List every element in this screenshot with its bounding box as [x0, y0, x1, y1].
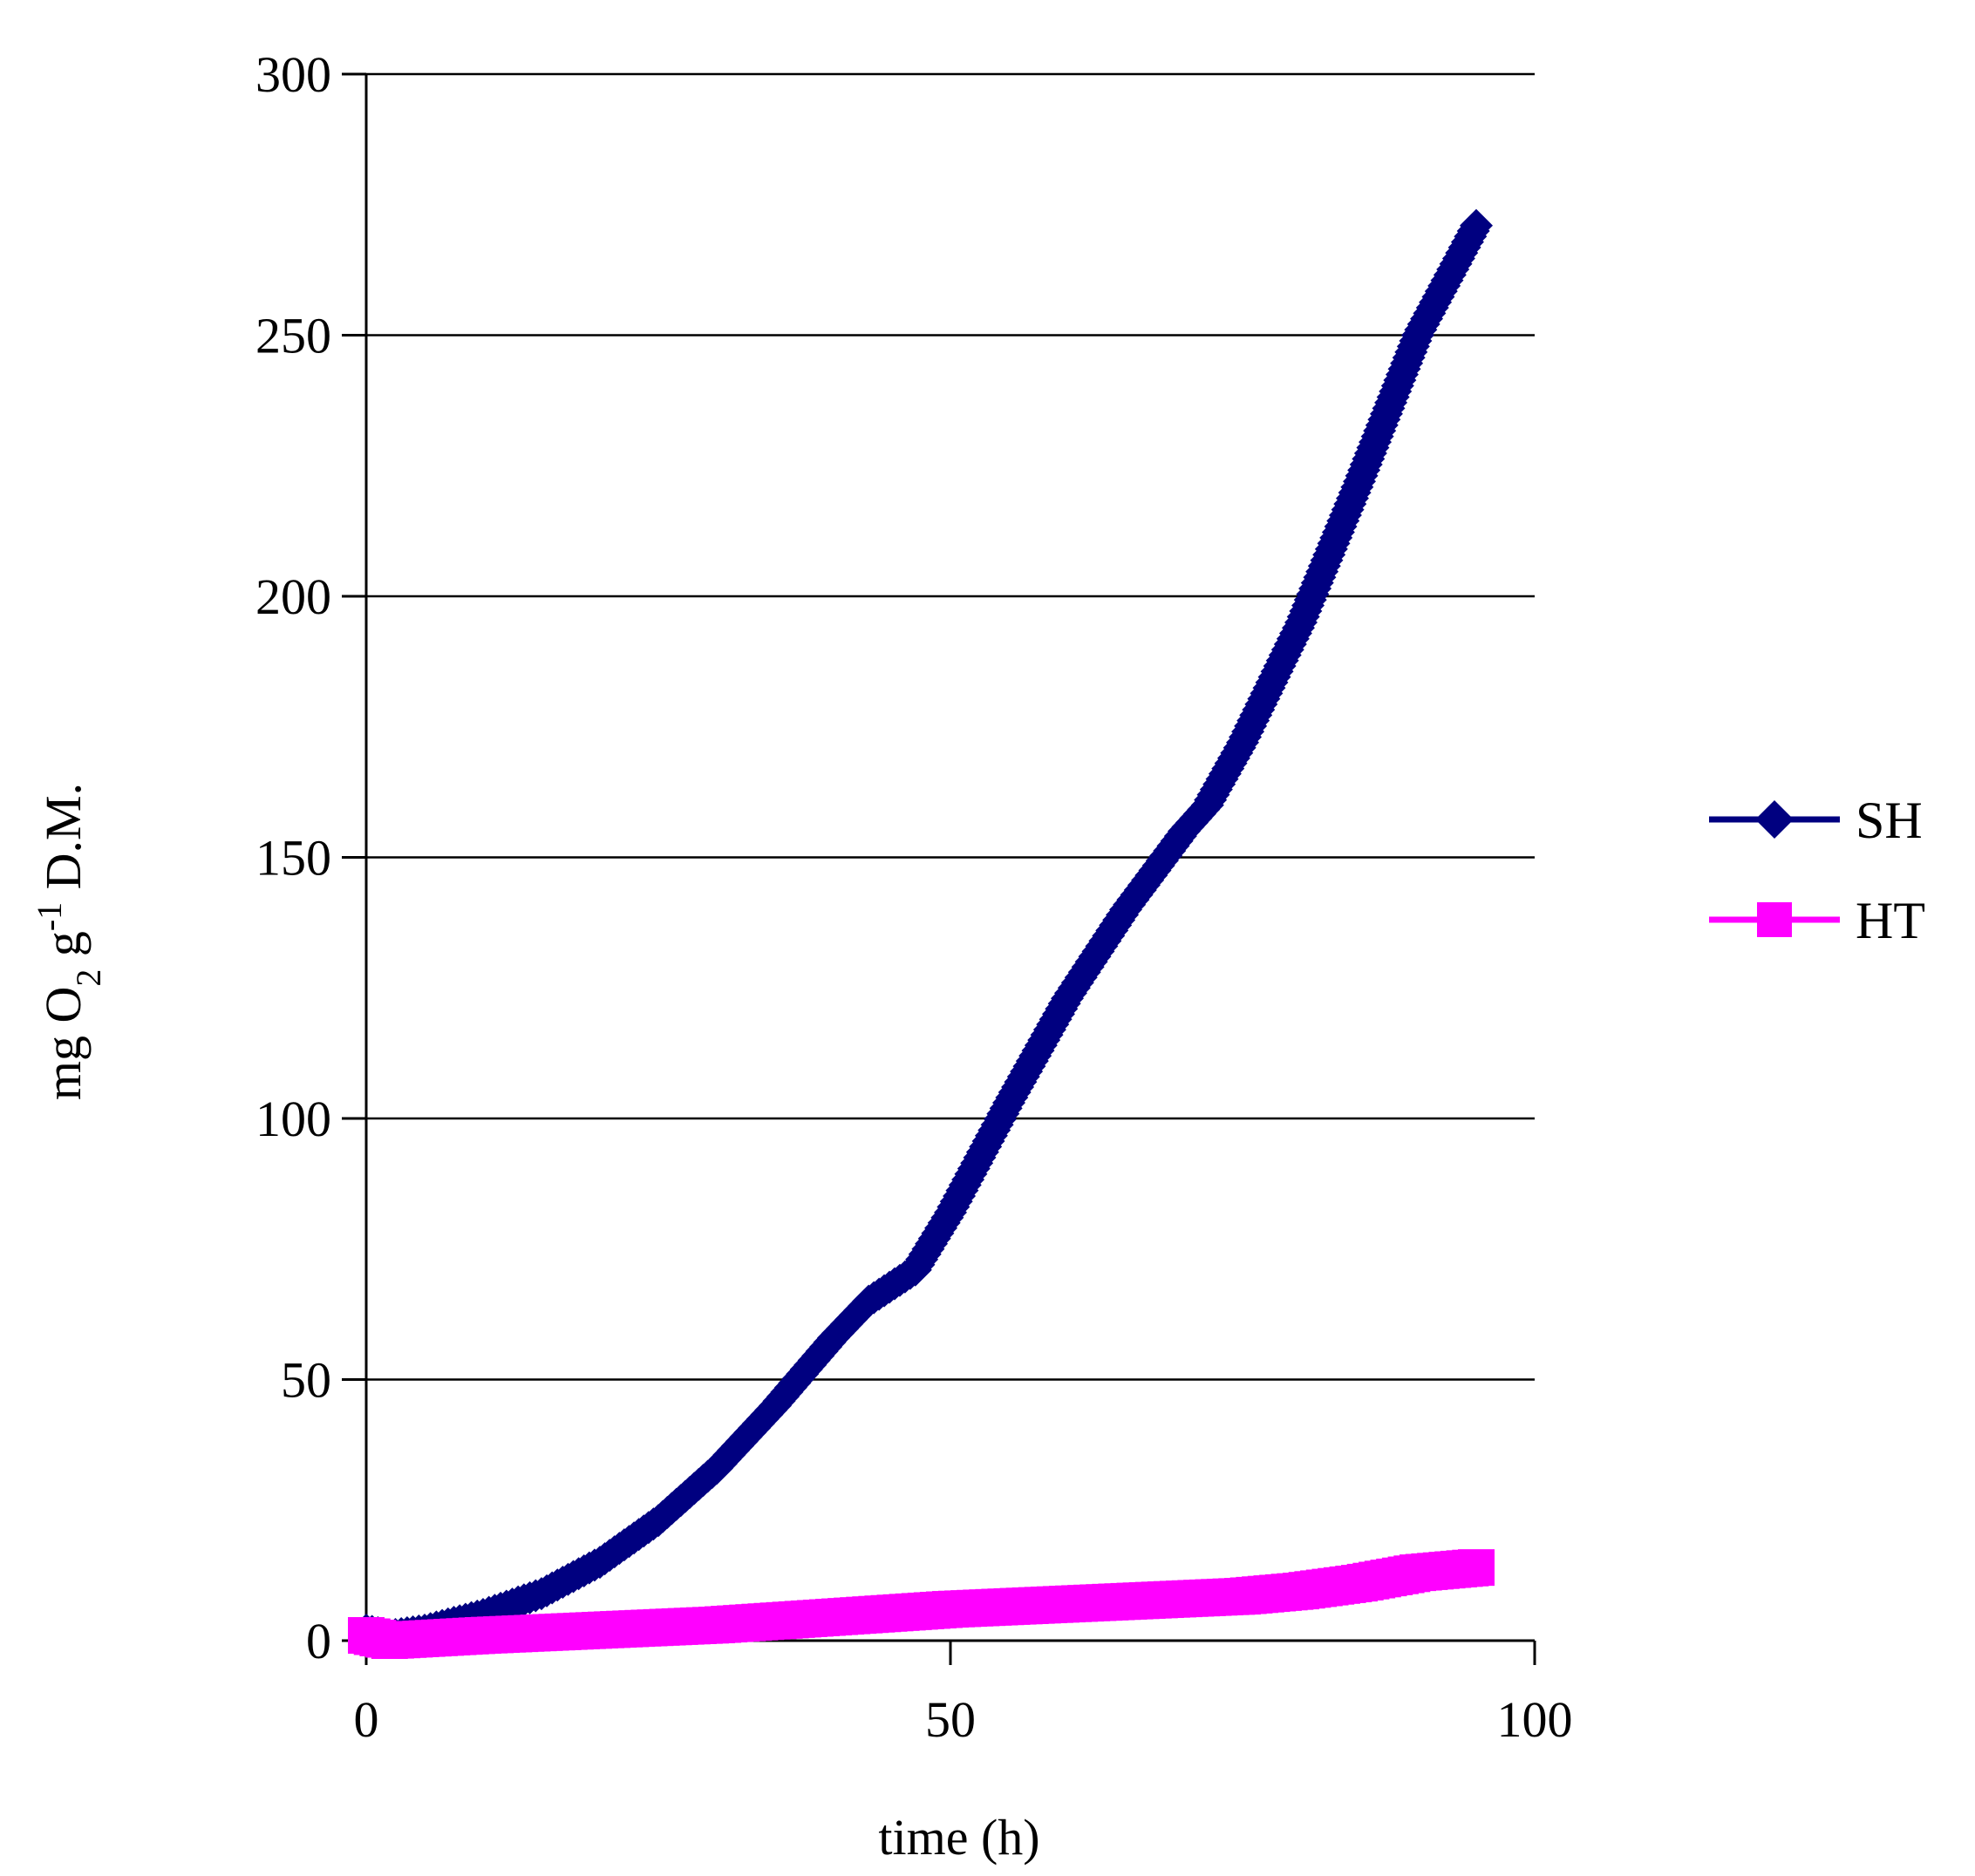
data-point	[1460, 208, 1493, 242]
y-tick-label: 250	[255, 308, 331, 364]
y-tick-label: 50	[281, 1352, 331, 1409]
series-layer	[348, 208, 1495, 1659]
legend-marker	[1755, 800, 1794, 839]
tick-labels: 0 50 100 150 200 250 300 0 50 100	[255, 46, 1573, 1748]
series-line	[355, 214, 1488, 1647]
legend-label: SH	[1856, 792, 1923, 849]
y-axis-title-mid: g	[35, 931, 92, 969]
y-tick-label: 150	[255, 830, 331, 887]
y-tick-label: 200	[255, 568, 331, 625]
grid-lines	[366, 72, 1535, 1381]
legend-label: HT	[1856, 892, 1925, 949]
legend-item-sh: SH	[1709, 792, 1923, 849]
legend-item-ht: HT	[1709, 892, 1925, 949]
y-axis-title-post: D.M.	[35, 783, 92, 902]
y-axis-title-sub: 2	[69, 969, 108, 987]
y-axis-title-pre: mg O	[35, 987, 92, 1101]
x-tick-label: 0	[354, 1691, 379, 1748]
legend: SH HT	[1709, 792, 1925, 949]
axes	[342, 72, 1536, 1665]
series-sh	[350, 208, 1493, 1653]
y-axis-title: mg O2 g-1 D.M.	[30, 783, 108, 1100]
series-ht	[348, 1549, 1495, 1659]
x-tick-label: 100	[1497, 1691, 1573, 1748]
y-tick-label: 0	[306, 1613, 331, 1669]
x-axis-title: time (h)	[878, 1809, 1039, 1866]
legend-marker	[1757, 902, 1792, 937]
y-tick-label: 300	[255, 46, 331, 103]
data-point	[1458, 1549, 1495, 1587]
y-axis-title-sup: -1	[30, 902, 69, 931]
x-tick-label: 50	[925, 1691, 976, 1748]
y-tick-label: 100	[255, 1091, 331, 1147]
